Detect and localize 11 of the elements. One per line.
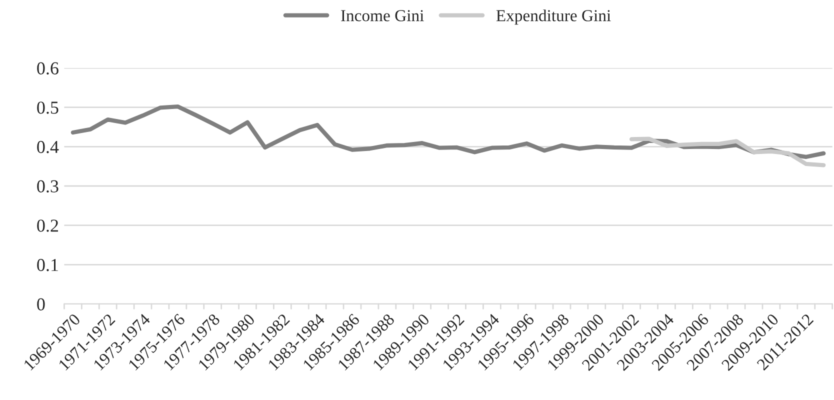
y-tick-label: 0 [37, 298, 45, 310]
legend-label: Income Gini [341, 10, 424, 22]
line-series [70, 104, 826, 159]
y-tick-label: 0.2 [37, 220, 58, 232]
y-tick-label: 0.6 [37, 62, 58, 75]
legend-label: Expenditure Gini [496, 10, 611, 25]
line-series [629, 136, 826, 168]
y-tick-label: 0.1 [37, 258, 58, 272]
y-tick-label: 0.3 [37, 180, 58, 193]
y-tick-label: 0.5 [37, 102, 58, 114]
y-tick-label: 0.4 [37, 140, 59, 154]
